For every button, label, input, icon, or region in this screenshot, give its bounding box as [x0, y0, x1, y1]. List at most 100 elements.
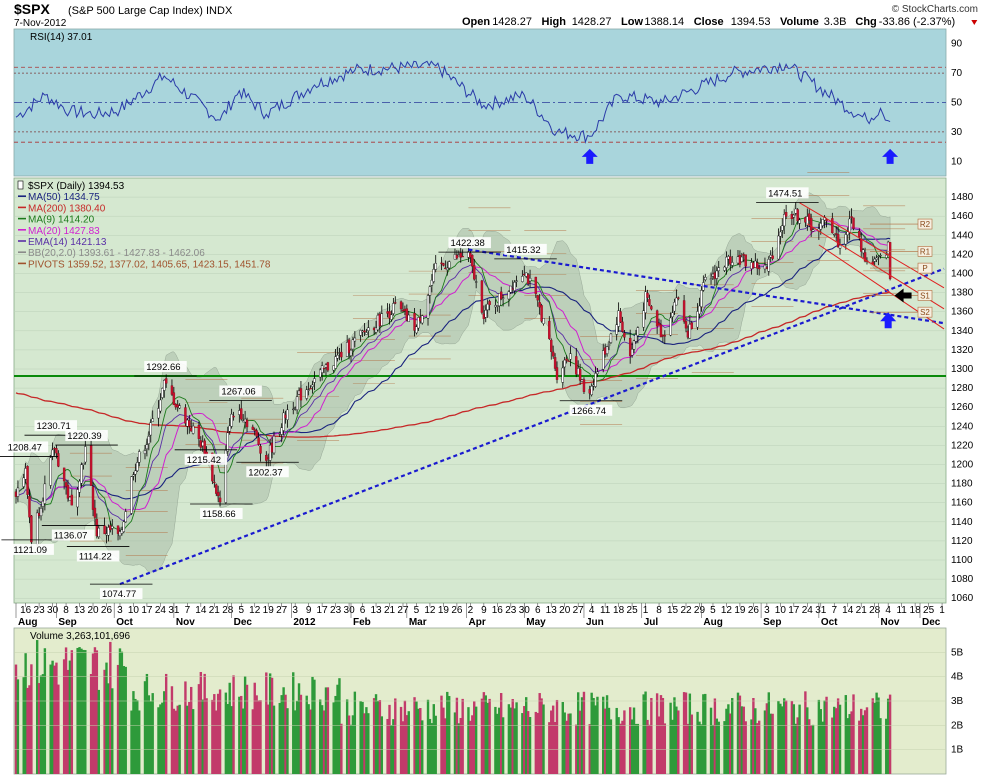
volume-bar-up — [727, 704, 730, 774]
candle-up — [268, 444, 272, 461]
volume-bar-up — [272, 705, 276, 774]
volume-bar-up — [467, 707, 470, 774]
volume-bar-down — [469, 720, 472, 774]
price-tick-label: 1380 — [951, 288, 974, 299]
annotation-up-arrow-icon — [880, 312, 897, 329]
volume-bar-up — [792, 704, 796, 774]
candle-down — [326, 362, 330, 371]
candle-down — [399, 301, 403, 310]
candle-down — [64, 482, 68, 487]
candle-up — [798, 219, 801, 224]
candle-down — [538, 302, 541, 308]
candle-up — [230, 413, 233, 427]
month-label: Jul — [644, 617, 659, 628]
candle-down — [553, 357, 557, 369]
candle-up — [580, 379, 584, 382]
price-label-bg — [448, 237, 491, 249]
candle-up — [521, 276, 524, 282]
volume-bar-down — [744, 721, 747, 774]
candle-down — [834, 233, 838, 235]
date-tick-label: 8 — [656, 605, 662, 616]
volume-bar-down — [526, 711, 530, 774]
volume-tick-label: 5B — [951, 647, 964, 658]
volume-bar-up — [22, 677, 25, 774]
volume-bar-down — [255, 695, 258, 774]
ohlc-value-close: 1394.53 — [731, 16, 771, 28]
volume-bar-up — [798, 704, 801, 774]
candle-down — [62, 467, 66, 482]
candle-down — [480, 280, 484, 313]
candle-up — [877, 255, 880, 258]
candle-down — [860, 239, 863, 252]
candle-up — [24, 468, 27, 480]
candle-down — [655, 310, 659, 327]
candle-down — [55, 448, 58, 454]
candle-down — [536, 295, 539, 301]
volume-bar-up — [698, 721, 701, 774]
volume-bar-up — [282, 687, 285, 774]
candle-up — [630, 348, 634, 356]
candle-up — [365, 332, 368, 335]
volume-bar-up — [353, 691, 357, 774]
volume-bar-up — [879, 718, 882, 774]
volume-bar-up — [268, 673, 272, 774]
candle-down — [176, 404, 179, 408]
volume-bar-up — [877, 697, 880, 774]
volume-bar-up — [374, 694, 378, 774]
candle-up — [605, 346, 609, 354]
price-label: 1292.66 — [146, 362, 180, 373]
candle-down — [251, 426, 255, 430]
price-tick-label: 1160 — [951, 498, 973, 509]
candle-up — [145, 444, 149, 450]
price-label: 1415.32 — [506, 245, 540, 256]
candle-up — [336, 354, 339, 359]
volume-bar-down — [684, 692, 688, 774]
date-tick-label: 28 — [222, 605, 234, 616]
candle-down — [790, 214, 794, 219]
candle-down — [299, 388, 303, 401]
date-tick-label: 18 — [910, 605, 922, 616]
price-label: 1266.74 — [572, 406, 606, 417]
volume-bar-up — [486, 702, 489, 774]
candle-down — [752, 262, 755, 269]
volume-bar-down — [405, 715, 409, 774]
price-label-bg — [11, 543, 54, 555]
price-tick-label: 1280 — [951, 383, 974, 394]
volume-bar-down — [394, 698, 397, 774]
price-axis-ticks: 1480 1460 1440 1420 1400 1380 1360 1340 1320 1300… — [951, 192, 974, 604]
candle-up — [590, 385, 593, 396]
candle-up — [376, 314, 380, 331]
volume-bar-down — [663, 723, 667, 774]
volume-bar-down — [461, 698, 464, 774]
chart-date: 7-Nov-2012 — [14, 18, 67, 29]
volume-bar-up — [430, 723, 434, 774]
volume-bar-up — [777, 700, 780, 774]
candle-up — [432, 269, 435, 282]
volume-bar-up — [590, 692, 593, 774]
volume-bar-down — [623, 710, 626, 774]
volume-bar-up — [82, 649, 85, 774]
volume-bar-up — [717, 721, 720, 774]
candle-up — [380, 313, 384, 326]
candle-down — [555, 367, 559, 380]
volume-bar-down — [790, 700, 794, 774]
volume-bar-down — [184, 681, 187, 774]
rsi-up-arrow-icon — [882, 148, 899, 164]
candle-up — [367, 327, 370, 331]
volume-bar-up — [161, 702, 164, 774]
candle-up — [811, 229, 815, 232]
volume-bar-down — [865, 707, 869, 774]
volume-bar-down — [661, 697, 665, 774]
candle-up — [886, 241, 890, 255]
volume-bar-down — [322, 710, 326, 774]
volume-bar-down — [831, 717, 834, 774]
candle-down — [469, 252, 472, 258]
volume-bar-up — [295, 700, 299, 774]
volume-bar-down — [628, 707, 632, 774]
price-label-bg — [144, 361, 187, 373]
candle-down — [578, 369, 582, 381]
volume-bar-up — [332, 702, 335, 774]
month-label: 2012 — [293, 617, 316, 628]
volume-bar-down — [91, 653, 95, 774]
candle-up — [846, 231, 849, 236]
